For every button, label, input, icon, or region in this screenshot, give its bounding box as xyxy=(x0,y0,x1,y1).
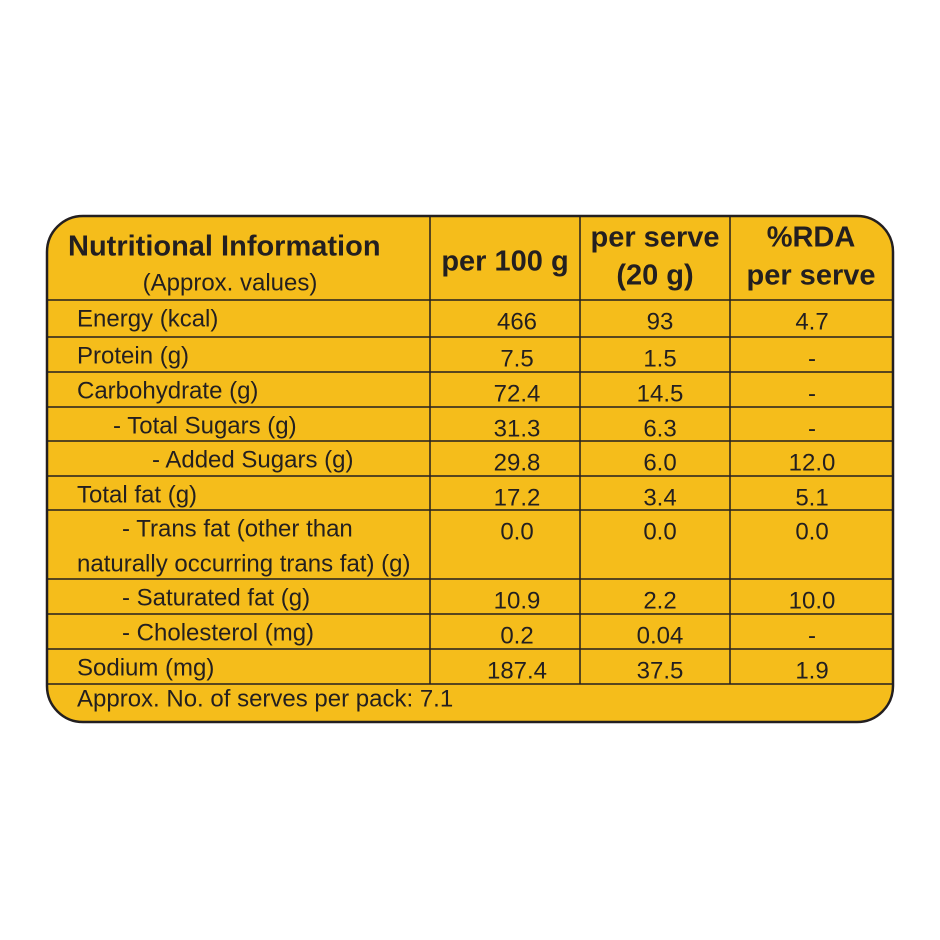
nutrient-value: 4.7 xyxy=(795,308,828,335)
nutrient-label: - Added Sugars (g) xyxy=(152,446,353,473)
nutrient-label: Total fat (g) xyxy=(77,481,197,508)
nutrient-value: 1.5 xyxy=(643,345,676,372)
nutrient-value: 1.9 xyxy=(795,657,828,684)
nutrient-value: 10.9 xyxy=(494,587,541,614)
column-header: per 100 g xyxy=(441,246,568,278)
nutrient-value: - xyxy=(808,415,816,442)
nutrient-label: - Cholesterol (mg) xyxy=(122,619,314,646)
nutrient-label: Protein (g) xyxy=(77,342,189,369)
header-title: Nutritional Information xyxy=(68,231,381,263)
nutrient-label: - Saturated fat (g) xyxy=(122,584,310,611)
column-header: %RDA xyxy=(767,222,856,254)
nutrient-value: 37.5 xyxy=(637,657,684,684)
nutrient-value: 93 xyxy=(647,308,674,335)
nutrient-value: 466 xyxy=(497,308,537,335)
nutrient-value: 0.04 xyxy=(637,622,684,649)
nutrient-value: 31.3 xyxy=(494,415,541,442)
nutrient-value: 7.5 xyxy=(500,345,533,372)
nutrient-label: Carbohydrate (g) xyxy=(77,377,258,404)
nutrient-value: 17.2 xyxy=(494,484,541,511)
column-header: per serve xyxy=(591,222,720,254)
footer-note: Approx. No. of serves per pack: 7.1 xyxy=(77,685,453,712)
nutrient-value: 0.0 xyxy=(643,518,676,545)
column-header: (20 g) xyxy=(616,260,693,292)
nutrient-value: 3.4 xyxy=(643,484,676,511)
nutrient-label: Energy (kcal) xyxy=(77,305,218,332)
panel-background xyxy=(45,214,895,724)
nutrient-label: - Total Sugars (g) xyxy=(113,412,297,439)
nutrient-label: - Trans fat (other than xyxy=(122,515,353,542)
nutrient-value: 0.0 xyxy=(795,518,828,545)
nutrient-value: - xyxy=(808,380,816,407)
nutrient-label: naturally occurring trans fat) (g) xyxy=(77,550,410,577)
nutrient-value: 6.3 xyxy=(643,415,676,442)
nutrient-value: 10.0 xyxy=(789,587,836,614)
nutrient-value: 12.0 xyxy=(789,449,836,476)
nutrient-value: 5.1 xyxy=(795,484,828,511)
nutrient-value: 0.2 xyxy=(500,622,533,649)
nutrient-value: - xyxy=(808,622,816,649)
nutrient-value: 187.4 xyxy=(487,657,547,684)
nutrient-value: 14.5 xyxy=(637,380,684,407)
nutrient-value: 29.8 xyxy=(494,449,541,476)
nutrient-value: 72.4 xyxy=(494,380,541,407)
nutrient-value: 6.0 xyxy=(643,449,676,476)
nutrient-value: 0.0 xyxy=(500,518,533,545)
nutrient-label: Sodium (mg) xyxy=(77,654,214,681)
column-header: per serve xyxy=(747,260,876,292)
header-subtitle: (Approx. values) xyxy=(143,269,318,296)
nutrient-value: 2.2 xyxy=(643,587,676,614)
nutrient-value: - xyxy=(808,345,816,372)
